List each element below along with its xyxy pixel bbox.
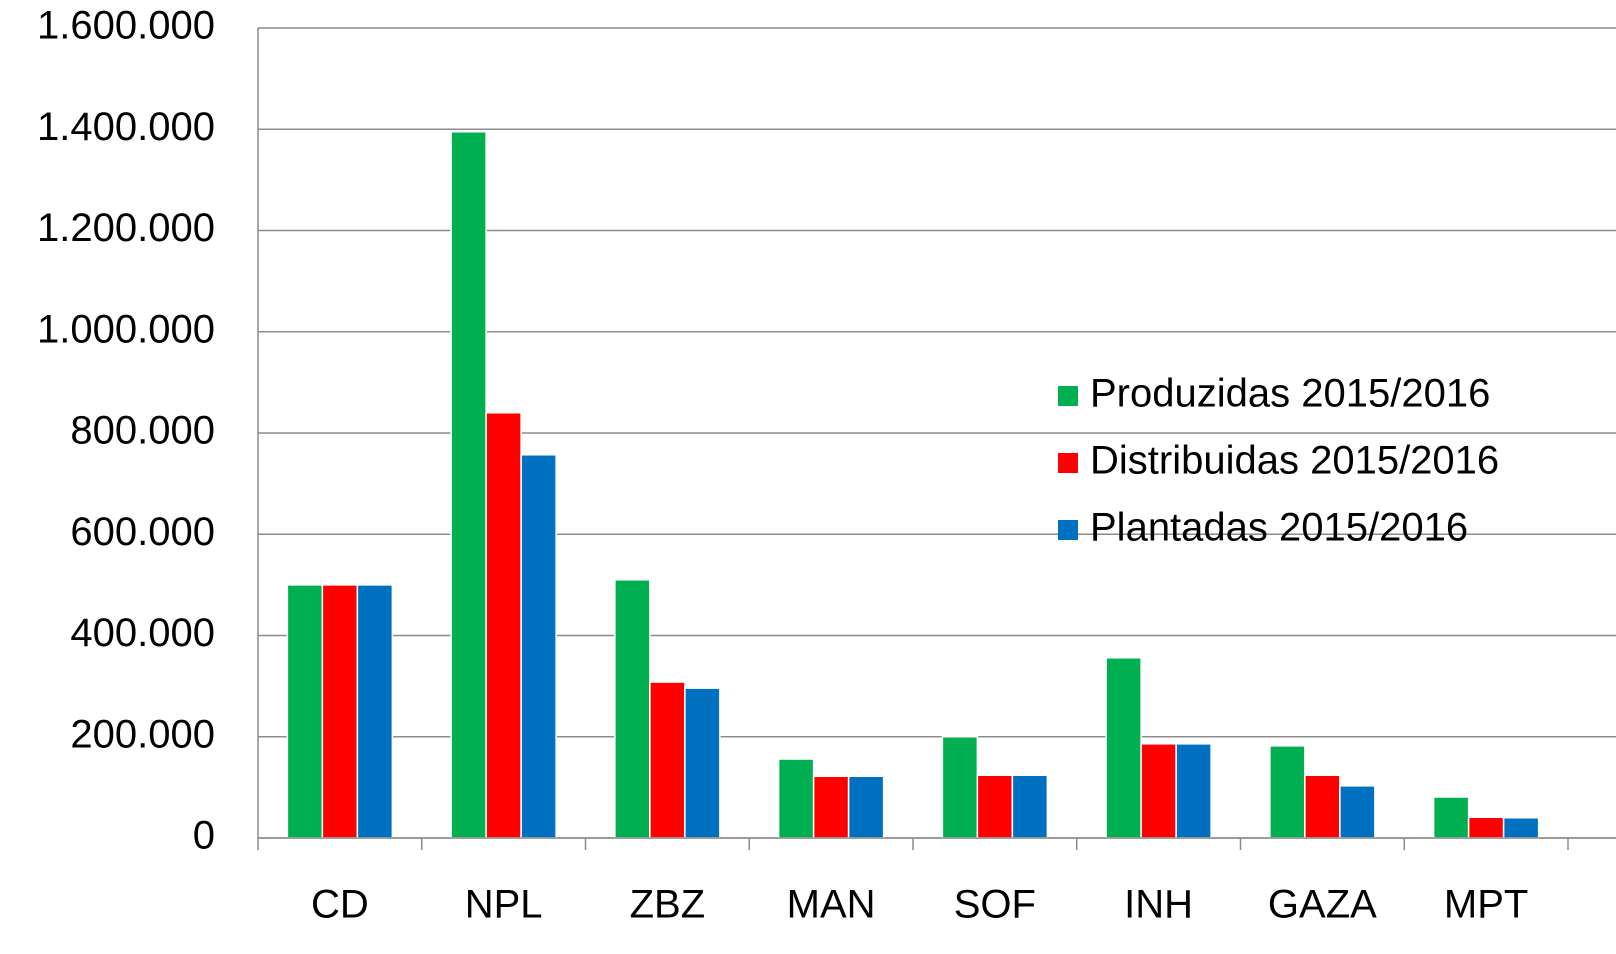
bar [356, 584, 394, 839]
bar [1304, 774, 1341, 839]
legend-swatch [1058, 453, 1078, 473]
legend-label: Produzidas 2015/2016 [1090, 372, 1490, 416]
y-tick-label: 200.000 [70, 712, 215, 756]
bar [777, 758, 815, 839]
x-tick-label: MPT [1444, 883, 1528, 927]
bar [847, 775, 885, 839]
bar [1502, 817, 1540, 839]
x-tick-label: NPL [465, 883, 543, 927]
bar [614, 579, 651, 839]
legend-label: Distribuidas 2015/2016 [1090, 439, 1499, 483]
x-tick-label: SOF [954, 883, 1036, 927]
bar [321, 584, 359, 839]
legend-swatch [1058, 386, 1078, 406]
legend-swatch [1058, 520, 1078, 540]
bar [976, 774, 1014, 839]
bar [1105, 657, 1142, 839]
legend-label: Plantadas 2015/2016 [1090, 506, 1468, 550]
bar [1011, 774, 1049, 839]
x-tick-label: GAZA [1268, 883, 1377, 927]
y-tick-label: 1.000.000 [37, 307, 215, 351]
bar [286, 584, 324, 839]
x-tick-label: ZBZ [630, 883, 706, 927]
y-tick-label: 400.000 [70, 611, 215, 655]
bar [520, 454, 557, 839]
y-tick-label: 1.400.000 [37, 105, 215, 149]
bar [450, 131, 487, 839]
bar [1467, 816, 1505, 839]
x-tick-label: CD [311, 883, 369, 927]
bar [1339, 785, 1376, 839]
bar [1269, 745, 1306, 839]
bar [485, 412, 522, 839]
bar [812, 775, 850, 839]
x-tick-label: INH [1124, 883, 1193, 927]
y-tick-label: 600.000 [70, 510, 215, 554]
x-tick-label: MAN [787, 883, 876, 927]
y-tick-label: 800.000 [70, 409, 215, 453]
bar [941, 736, 979, 839]
bar [1432, 796, 1470, 839]
bar [1140, 743, 1177, 839]
bar [684, 687, 721, 839]
y-tick-label: 1.200.000 [37, 206, 215, 250]
y-tick-label: 0 [193, 814, 215, 858]
bar [649, 681, 686, 839]
y-tick-label: 1.600.000 [37, 4, 215, 48]
bar [1175, 743, 1212, 839]
